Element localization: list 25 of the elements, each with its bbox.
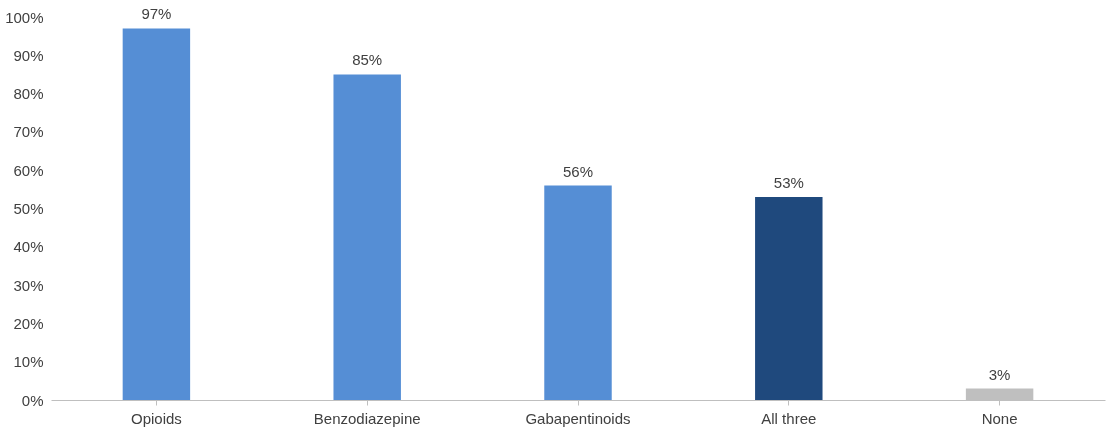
- y-tick-label: 0%: [21, 391, 44, 409]
- y-tick-label: 40%: [13, 238, 44, 256]
- y-tick-label: 70%: [13, 123, 44, 141]
- bar: [544, 185, 612, 400]
- data-label: 85%: [352, 51, 383, 69]
- y-tick-label: 10%: [13, 353, 44, 371]
- bar: [755, 197, 823, 400]
- y-tick-label: 100%: [5, 8, 44, 26]
- data-label: 3%: [988, 365, 1011, 383]
- bar: [122, 28, 191, 400]
- bar: [333, 74, 401, 400]
- x-tick-label: Benzodiazepine: [313, 409, 421, 427]
- y-tick-label: 20%: [13, 314, 44, 332]
- data-label: 56%: [562, 162, 594, 180]
- y-tick-label: 80%: [13, 85, 44, 103]
- data-label: 53%: [773, 174, 804, 192]
- x-tick-label: None: [981, 409, 1018, 427]
- x-tick-label: Opioids: [130, 409, 182, 427]
- data-label: 97%: [141, 5, 172, 23]
- y-tick-label: 90%: [13, 46, 44, 64]
- y-tick-label: 30%: [13, 276, 44, 294]
- x-tick-label: All three: [761, 409, 817, 427]
- y-tick-label: 60%: [13, 161, 44, 179]
- y-tick-label: 50%: [13, 200, 44, 217]
- x-tick-label: Gabapentinoids: [525, 409, 631, 427]
